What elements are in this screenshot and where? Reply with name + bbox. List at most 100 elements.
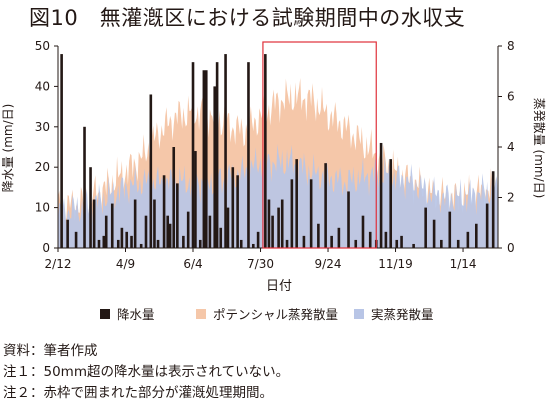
y-tick-label-right: 8 (507, 39, 515, 53)
precip-bar (475, 223, 478, 248)
precip-bar (120, 227, 124, 248)
source-note: 資料：筆者作成 (3, 343, 98, 359)
precip-bar (251, 243, 255, 248)
precip-bar (330, 235, 333, 248)
precip-bar (153, 199, 156, 248)
precip-bar (324, 163, 327, 248)
x-tick-label: 4/9 (116, 257, 135, 271)
precip-bar (194, 151, 197, 248)
precip-bar (133, 199, 137, 248)
precip-bar (466, 231, 470, 248)
precip-bar (285, 239, 289, 248)
precip-bar (384, 231, 388, 248)
precip-bar (162, 175, 166, 248)
y-tick-label-right: 6 (507, 90, 515, 104)
y-tick-label-left: 30 (35, 120, 50, 134)
precip-bar (224, 54, 227, 248)
precip-bar (256, 231, 260, 248)
precip-bar (239, 239, 243, 248)
precip-bar (92, 199, 96, 248)
precip-bar (208, 215, 212, 248)
precip-bar (116, 239, 120, 248)
precip-bar (226, 207, 230, 248)
irrigation-period-box (262, 41, 377, 249)
y-tick-label-right: 0 (507, 241, 515, 255)
precip-bar (74, 231, 78, 248)
precip-bar (149, 94, 153, 248)
precip-bar (168, 223, 172, 248)
precip-bar (247, 62, 250, 248)
precip-bar (213, 86, 217, 249)
legend-label-aet: 実蒸発散量 (371, 307, 434, 322)
precip-bar (456, 239, 460, 248)
precip-bar (156, 239, 160, 248)
precipitation-bars (60, 54, 495, 249)
x-tick-label: 1/14 (450, 257, 477, 271)
precip-bar (395, 239, 399, 248)
precip-bar (97, 239, 101, 248)
precip-bar (264, 54, 267, 248)
precip-bar (295, 159, 298, 248)
x-tick-label: 6/4 (183, 257, 202, 271)
precip-bar (83, 126, 86, 248)
precip-bar (337, 227, 341, 248)
precip-bar (448, 211, 452, 248)
precip-bar (317, 223, 320, 248)
x-tick-label: 2/12 (45, 257, 72, 271)
y-tick-label-left: 0 (42, 241, 50, 255)
precip-bar (309, 179, 313, 248)
y-axis-label-right: 蒸発散量 (mm/日) (532, 98, 547, 199)
y-tick-label-left: 20 (35, 160, 50, 174)
precip-bar (412, 243, 415, 248)
precip-bar (267, 199, 271, 248)
precip-bar (60, 54, 63, 248)
precip-bar (485, 203, 489, 248)
irrigation-box-group (262, 41, 377, 249)
precip-bar (198, 239, 202, 248)
precip-bar (202, 70, 206, 249)
precip-bar (231, 167, 235, 248)
x-tick-label: 11/19 (378, 257, 413, 271)
precip-bar (89, 167, 92, 248)
precip-bar (440, 239, 443, 248)
y-axis-label-left: 降水量 (mm/日) (1, 104, 15, 193)
precip-bar (110, 203, 114, 248)
y-tick-label-left: 40 (35, 79, 50, 93)
precip-bar (290, 179, 294, 248)
precip-bar (271, 215, 274, 248)
precip-bar (219, 227, 223, 248)
precip-bar (144, 215, 148, 248)
precip-bar (125, 231, 129, 248)
tick-labels: 0 10 20 30 40 50 0 2 4 6 8 2/12 4/9 6/4 7/30 9/24 11/19 1… (35, 39, 515, 271)
precip-bar (368, 231, 372, 248)
note-2: 注２：赤枠で囲まれた部分が灌漑処理期間。 (3, 385, 273, 401)
precip-bar (347, 191, 350, 248)
precip-bar (379, 142, 383, 248)
precip-bar (389, 159, 393, 248)
precip-bar (139, 243, 143, 248)
precip-bar (186, 211, 190, 248)
precip-bar (66, 219, 69, 248)
precip-bar (280, 199, 284, 248)
precip-bar (102, 235, 106, 248)
legend-label-precip: 降水量 (117, 307, 155, 322)
y-tick-label-right: 2 (507, 191, 515, 205)
legend-swatch-aet (354, 309, 364, 319)
figure-title: 図10 無灌漑区における試験期間中の水収支 (29, 6, 466, 30)
precip-bar (424, 207, 427, 248)
precip-bar (432, 219, 436, 248)
precip-bar (277, 207, 280, 248)
y-tick-label-right: 4 (507, 140, 515, 154)
precip-bar (215, 62, 219, 248)
x-tick-label: 7/30 (247, 257, 274, 271)
precip-bar (236, 175, 239, 248)
x-tick-label: 9/24 (315, 257, 342, 271)
precip-bar (166, 215, 169, 248)
precip-bar (176, 183, 179, 248)
x-axis-label: 日付 (266, 279, 292, 294)
legend-label-pet: ポテンシャル蒸発散量 (213, 307, 338, 322)
legend: 降水量 ポテンシャル蒸発散量 実蒸発散量 (100, 307, 434, 322)
precip-bar (400, 235, 403, 248)
